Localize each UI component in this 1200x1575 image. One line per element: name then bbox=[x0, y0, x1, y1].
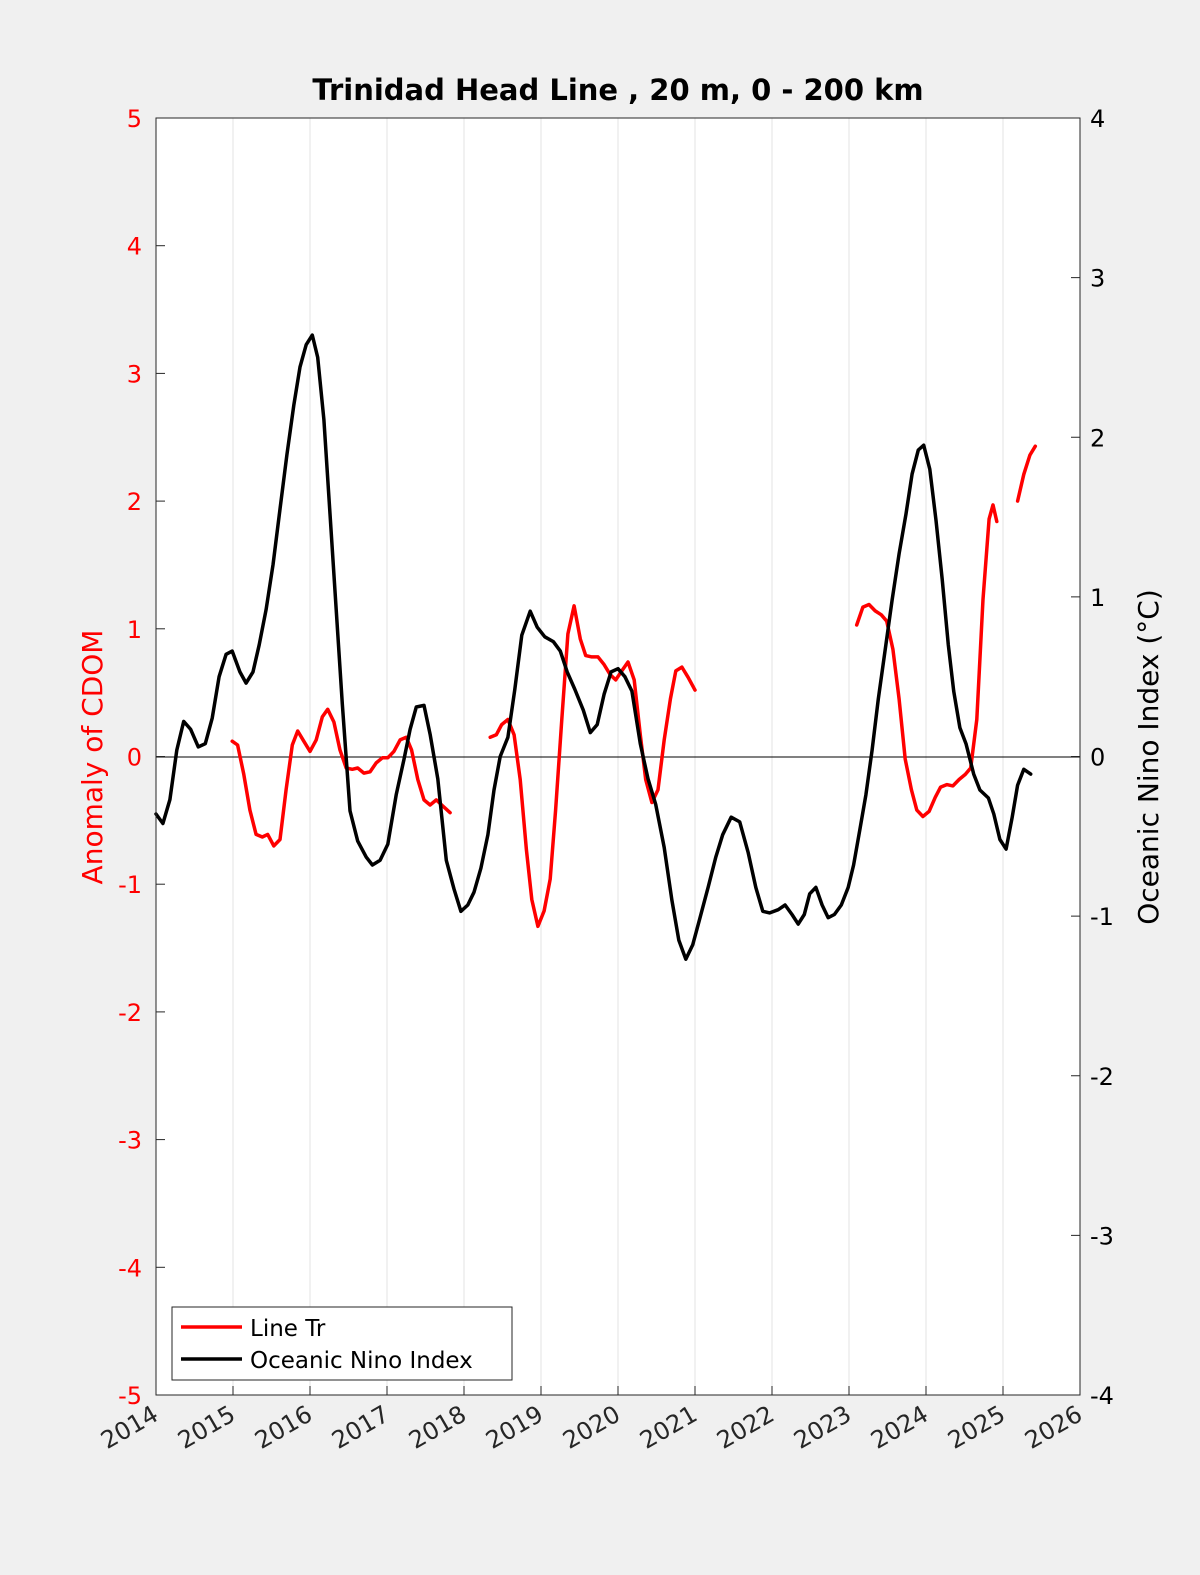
y-right-tick-label: 4 bbox=[1090, 105, 1105, 133]
y-left-tick-label: -1 bbox=[118, 871, 142, 899]
y-right-tick-label: -1 bbox=[1090, 903, 1114, 931]
y-left-tick-label: 5 bbox=[127, 105, 142, 133]
y-right-tick-label: 0 bbox=[1090, 744, 1105, 772]
y-right-tick-label: -2 bbox=[1090, 1063, 1114, 1091]
y-axis-right-label: Oceanic Nino Index (°C) bbox=[1132, 589, 1165, 925]
x-tick-label: 2015 bbox=[173, 1400, 240, 1455]
y-right-tick-label: 3 bbox=[1090, 265, 1105, 293]
y-axis-left-label: Anomaly of CDOM bbox=[76, 630, 109, 885]
x-tick-label: 2026 bbox=[1020, 1400, 1087, 1455]
x-tick-label: 2024 bbox=[866, 1400, 933, 1455]
line-tr-segment bbox=[854, 503, 999, 819]
y-right-tick-label: -3 bbox=[1090, 1222, 1114, 1250]
x-tick-label: 2018 bbox=[404, 1400, 471, 1455]
legend-label-oni: Oceanic Nino Index bbox=[250, 1348, 473, 1374]
series-line-tr bbox=[230, 444, 1038, 929]
y-left-tick-label: -4 bbox=[118, 1254, 142, 1282]
x-tick-label: 2025 bbox=[943, 1400, 1010, 1455]
y-left-tick-label: 2 bbox=[127, 488, 142, 516]
x-tick-label: 2016 bbox=[250, 1400, 317, 1455]
legend: Line Tr Oceanic Nino Index bbox=[171, 1306, 513, 1381]
x-tick-label: 2019 bbox=[481, 1400, 548, 1455]
y-right-tick-label: 2 bbox=[1090, 424, 1105, 452]
x-tick-label: 2021 bbox=[635, 1400, 702, 1455]
oni-line bbox=[154, 333, 1033, 961]
line-tr-segment bbox=[488, 604, 697, 929]
legend-label-line-tr: Line Tr bbox=[250, 1316, 326, 1342]
x-tick-label: 2017 bbox=[327, 1400, 394, 1455]
legend-box bbox=[171, 1306, 513, 1381]
x-tick-label: 2023 bbox=[789, 1400, 856, 1455]
y-left-tick-label: -3 bbox=[118, 1127, 142, 1155]
series-layer bbox=[154, 333, 1038, 961]
y-left-tick-label: 1 bbox=[127, 616, 142, 644]
y-left-tick-label: 3 bbox=[127, 360, 142, 388]
y-left-tick-label: 4 bbox=[127, 233, 142, 261]
x-tick-label: 2020 bbox=[558, 1400, 625, 1455]
y-left-tick-label: -5 bbox=[118, 1382, 142, 1410]
y-left-tick-label: -2 bbox=[118, 999, 142, 1027]
chart-title: Trinidad Head Line , 20 m, 0 - 200 km bbox=[312, 73, 923, 107]
y-left-tick-label: 0 bbox=[127, 744, 142, 772]
y-right-tick-label: -4 bbox=[1090, 1382, 1114, 1410]
line-tr-segment bbox=[1015, 444, 1038, 503]
y-right-tick-label: 1 bbox=[1090, 584, 1105, 612]
line-tr-segment bbox=[230, 707, 452, 848]
x-tick-label: 2022 bbox=[712, 1400, 779, 1455]
series-oni bbox=[154, 333, 1033, 961]
